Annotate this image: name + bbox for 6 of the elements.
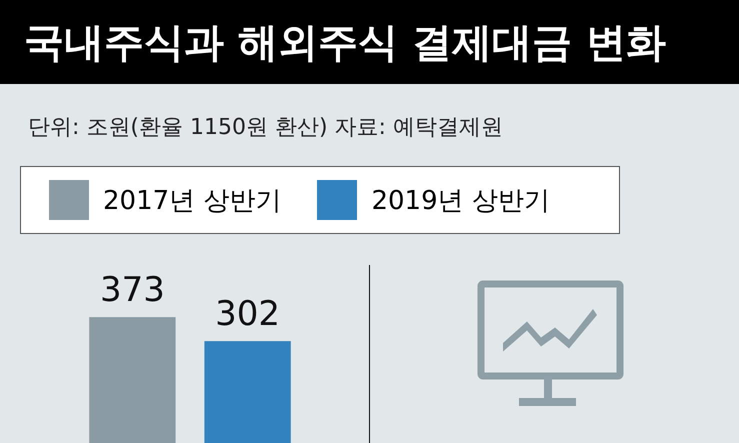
data-label: 302	[215, 294, 280, 334]
legend-label: 2019년 상반기	[371, 184, 550, 218]
legend-label: 2017년 상반기	[103, 184, 282, 218]
data-label: 373	[100, 270, 165, 310]
chart-subtitle: 단위: 조원(환율 1150원 환산) 자료: 예탁결제원	[28, 114, 503, 142]
chart-title: 국내주식과 해외주식 결제대금 변화	[0, 0, 739, 84]
